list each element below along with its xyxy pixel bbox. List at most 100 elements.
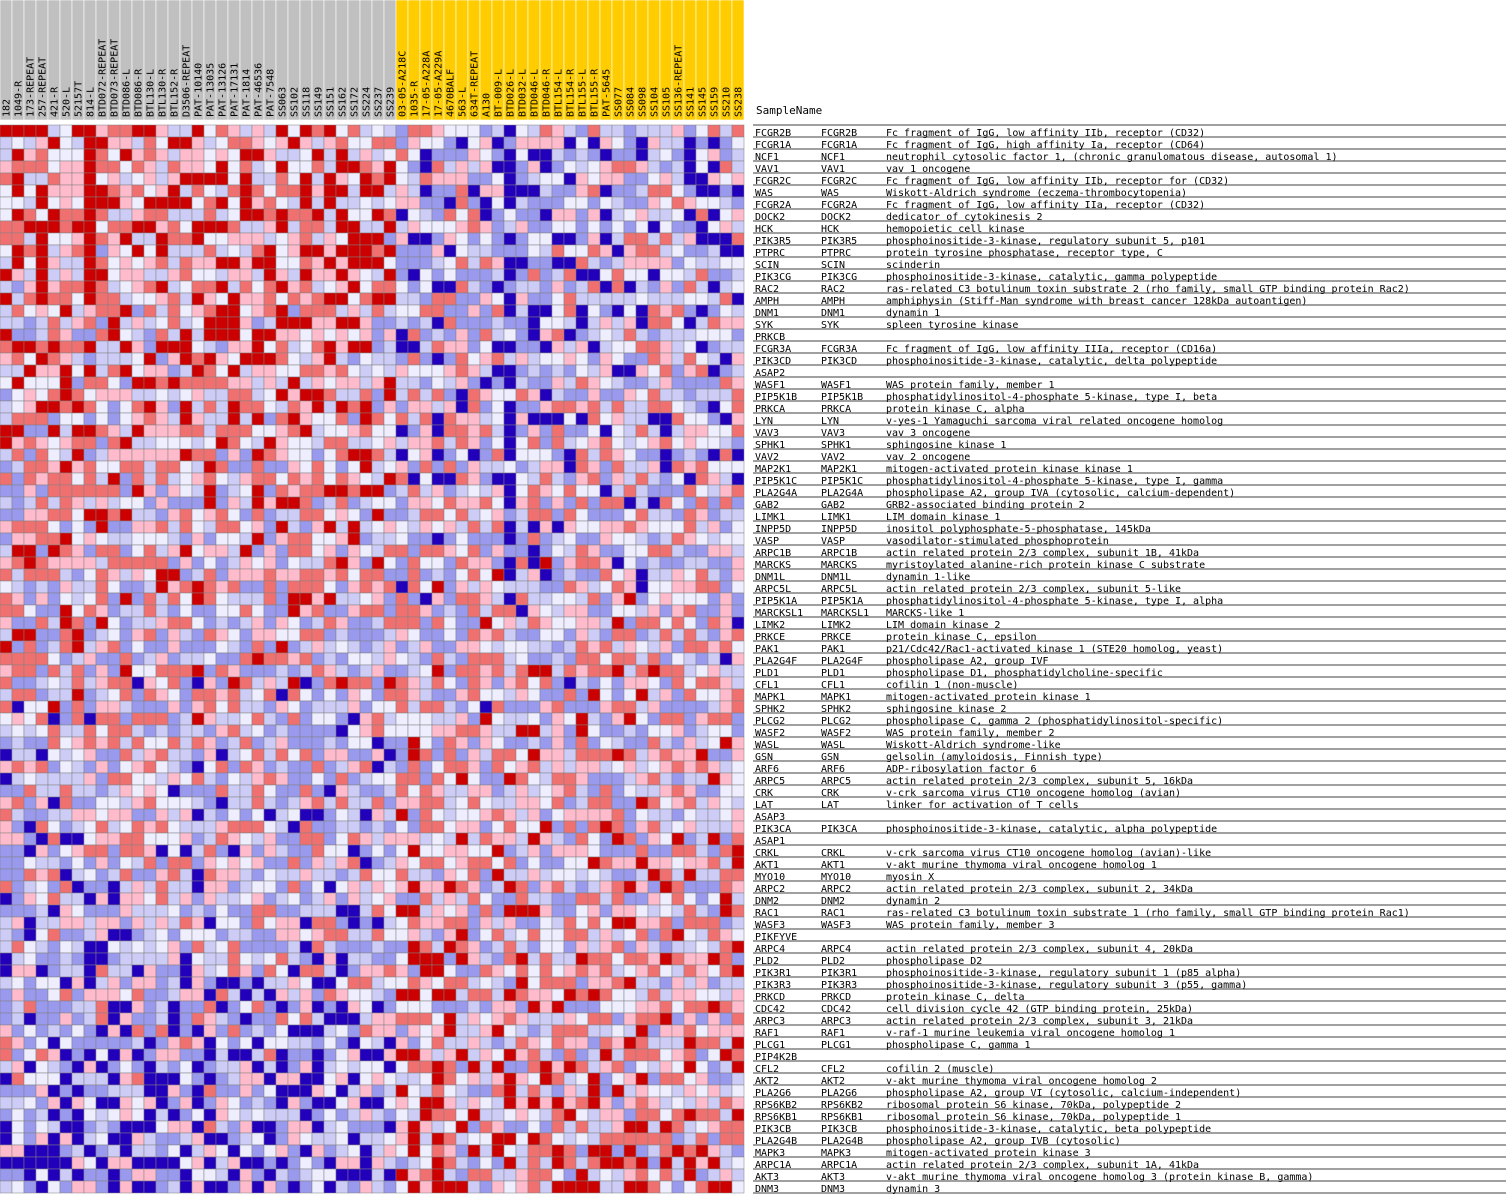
- heatmap-cell: [707, 748, 721, 762]
- heatmap-cell: [311, 1000, 325, 1014]
- heatmap-cell: [479, 340, 493, 354]
- heatmap-cell: [179, 280, 193, 294]
- heatmap-cell: [203, 340, 217, 354]
- heatmap-cell: [491, 724, 505, 738]
- heatmap-cell: [71, 220, 85, 234]
- heatmap-cell: [371, 1048, 385, 1062]
- heatmap-cell: [623, 148, 637, 162]
- heatmap-cell: [299, 784, 313, 798]
- heatmap-cell: [707, 844, 721, 858]
- heatmap-cell: [35, 760, 49, 774]
- heatmap-cell: [299, 184, 313, 198]
- heatmap-cell: [23, 328, 37, 342]
- heatmap-cell: [443, 124, 457, 138]
- heatmap-cell: [179, 268, 193, 282]
- heatmap-cell: [587, 1012, 601, 1026]
- heatmap-cell: [359, 748, 373, 762]
- heatmap-cell: [287, 364, 301, 378]
- heatmap-cell: [227, 316, 241, 330]
- heatmap-cell: [275, 796, 289, 810]
- heatmap-cell: [59, 976, 73, 990]
- heatmap-cell: [239, 592, 253, 606]
- heatmap-cell: [719, 640, 733, 654]
- heatmap-cell: [575, 880, 589, 894]
- heatmap-cell: [359, 952, 373, 966]
- heatmap-cell: [539, 328, 553, 342]
- heatmap-cell: [287, 760, 301, 774]
- heatmap-cell: [431, 640, 445, 654]
- heatmap-cell: [371, 232, 385, 246]
- heatmap-cell: [491, 688, 505, 702]
- heatmap-cell: [35, 508, 49, 522]
- heatmap-cell: [611, 700, 625, 714]
- heatmap-cell: [311, 616, 325, 630]
- heatmap-cell: [71, 844, 85, 858]
- column-label: PAT-46536: [254, 63, 265, 117]
- heatmap-cell: [275, 376, 289, 390]
- heatmap-cell: [707, 652, 721, 666]
- heatmap-cell: [683, 448, 697, 462]
- heatmap-cell: [107, 616, 121, 630]
- heatmap-cell: [371, 568, 385, 582]
- heatmap-cell: [359, 472, 373, 486]
- heatmap-cell: [71, 532, 85, 546]
- heatmap-cell: [611, 508, 625, 522]
- heatmap-cell: [0, 508, 13, 522]
- heatmap-cell: [71, 1060, 85, 1074]
- heatmap-cell: [347, 244, 361, 258]
- heatmap-cell: [35, 724, 49, 738]
- heatmap-cell: [311, 640, 325, 654]
- heatmap-cell: [515, 292, 529, 306]
- heatmap-cell: [491, 1012, 505, 1026]
- heatmap-cell: [431, 256, 445, 270]
- heatmap-cell: [587, 364, 601, 378]
- heatmap-cell: [71, 424, 85, 438]
- heatmap-cell: [443, 292, 457, 306]
- heatmap-cell: [179, 184, 193, 198]
- heatmap-cell: [215, 844, 229, 858]
- heatmap-cell: [455, 172, 469, 186]
- heatmap-cell: [587, 844, 601, 858]
- heatmap-cell: [695, 832, 709, 846]
- heatmap-cell: [719, 556, 733, 570]
- heatmap-cell: [347, 676, 361, 690]
- heatmap-cell: [719, 388, 733, 402]
- heatmap-cell: [167, 568, 181, 582]
- heatmap-cell: [323, 472, 337, 486]
- heatmap-cell: [587, 568, 601, 582]
- heatmap-cell: [95, 1060, 109, 1074]
- heatmap-cell: [131, 868, 145, 882]
- heatmap-cell: [215, 292, 229, 306]
- heatmap-cell: [35, 1012, 49, 1026]
- heatmap-cell: [383, 184, 397, 198]
- heatmap-cell: [35, 196, 49, 210]
- heatmap-cell: [59, 880, 73, 894]
- heatmap-cell: [575, 256, 589, 270]
- heatmap-cell: [731, 388, 745, 402]
- heatmap-cell: [71, 616, 85, 630]
- heatmap-cell: [191, 280, 205, 294]
- heatmap-cell: [227, 148, 241, 162]
- heatmap-cell: [119, 1048, 133, 1062]
- heatmap-cell: [191, 940, 205, 954]
- heatmap-cell: [611, 772, 625, 786]
- heatmap-cell: [335, 664, 349, 678]
- heatmap-cell: [431, 1000, 445, 1014]
- heatmap-cell: [539, 640, 553, 654]
- heatmap-cell: [47, 868, 61, 882]
- heatmap-cell: [131, 760, 145, 774]
- heatmap-cell: [35, 172, 49, 186]
- heatmap-cell: [515, 304, 529, 318]
- heatmap-cell: [371, 208, 385, 222]
- heatmap-cell: [527, 964, 541, 978]
- heatmap-cell: [467, 592, 481, 606]
- heatmap-cell: [23, 460, 37, 474]
- heatmap-cell: [263, 676, 277, 690]
- heatmap-cell: [575, 760, 589, 774]
- heatmap-cell: [671, 748, 685, 762]
- heatmap-cell: [179, 580, 193, 594]
- heatmap-cell: [683, 640, 697, 654]
- heatmap-cell: [635, 580, 649, 594]
- heatmap-cell: [47, 640, 61, 654]
- heatmap-cell: [431, 580, 445, 594]
